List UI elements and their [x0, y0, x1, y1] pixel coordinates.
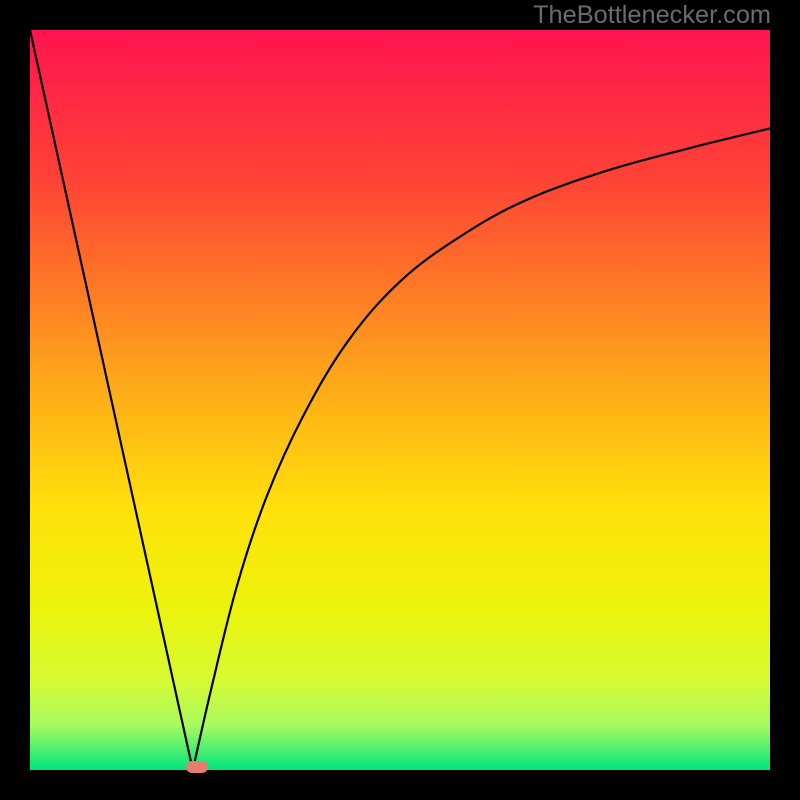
chart-stage: TheBottlenecker.com	[0, 0, 800, 800]
curve-layer	[0, 0, 800, 800]
watermark-text: TheBottlenecker.com	[533, 0, 771, 30]
bottleneck-marker	[186, 761, 208, 773]
bottleneck-curve	[30, 30, 770, 770]
